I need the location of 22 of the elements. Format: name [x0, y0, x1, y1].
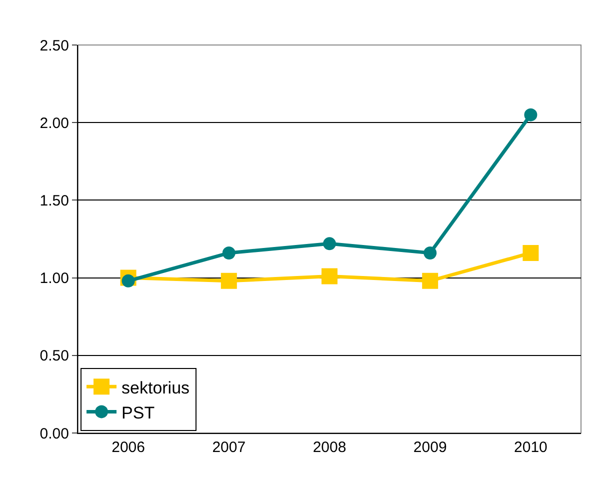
- point: [524, 108, 538, 122]
- point: [122, 274, 135, 288]
- point: [522, 244, 539, 261]
- point: [323, 237, 336, 250]
- x-tick-label: 2008: [312, 439, 346, 456]
- x-tick-label: 2010: [514, 439, 548, 456]
- point: [322, 268, 338, 284]
- x-tick-label: 2007: [212, 439, 246, 456]
- point: [422, 272, 438, 289]
- y-tick-label: 0.50: [40, 348, 69, 365]
- y-tick-label: 1.50: [40, 192, 69, 210]
- point: [424, 246, 437, 260]
- y-tick-label: 0.00: [40, 425, 69, 442]
- point: [220, 272, 237, 289]
- x-tick-label: 2009: [413, 439, 447, 456]
- legend-label: sektorius: [122, 378, 190, 398]
- legend-label: PST: [122, 403, 155, 422]
- y-tick-label: 1.00: [40, 270, 69, 288]
- point: [222, 246, 236, 260]
- x-tick-label: 2006: [112, 439, 145, 456]
- y-tick-label: 2.00: [40, 114, 69, 132]
- y-tick-label: 2.50: [40, 37, 69, 54]
